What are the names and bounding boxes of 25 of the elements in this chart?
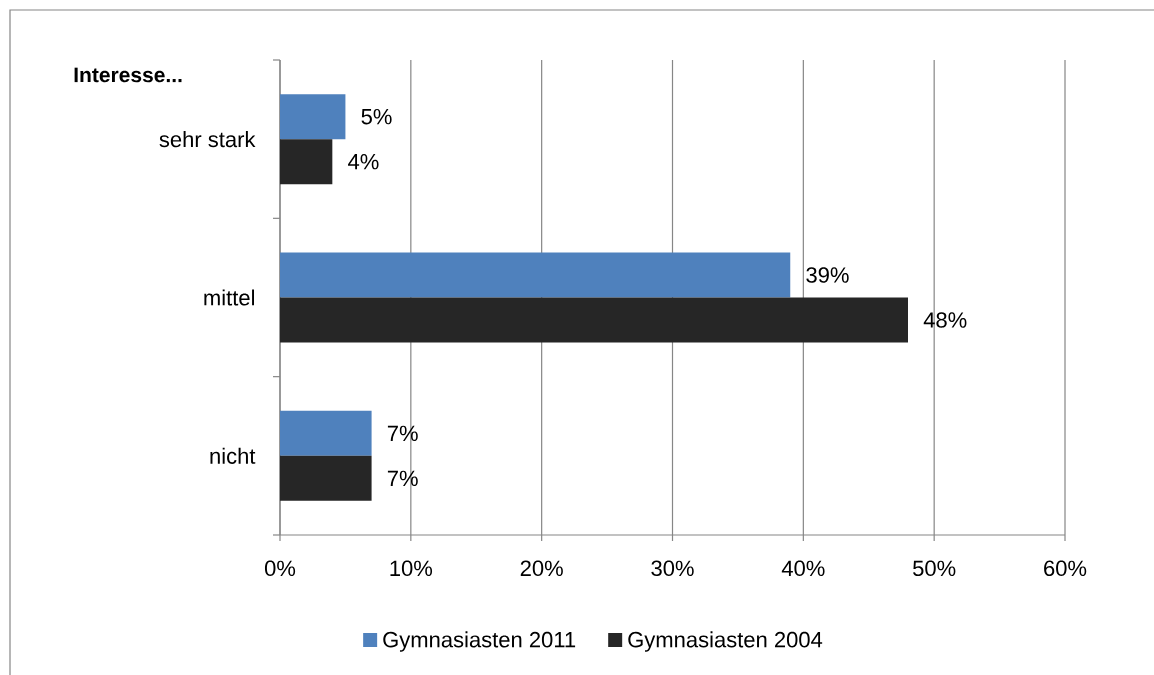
bar [280,139,333,185]
x-tick-label: 40% [781,560,825,577]
data-label: 39% [806,267,849,283]
x-tick-label: 30% [651,560,694,577]
legend-label: Gymnasiasten 2004 [628,631,823,652]
data-label: 5% [361,108,392,125]
y-tick-label: sehr stark [159,131,256,148]
data-label: 7% [387,425,418,442]
data-label: 7% [387,470,418,487]
y-tick-label: nicht [210,447,256,464]
data-label: 48% [923,312,967,328]
bar [280,410,372,456]
legend-label: Gymnasiasten 2011 [383,631,576,652]
bar [280,94,346,140]
y-tick-label: mittel [204,289,254,306]
x-tick-label: 60% [1044,560,1087,577]
bar [280,455,372,501]
data-label: 4% [348,153,379,170]
x-tick-label: 20% [520,560,563,577]
x-tick-label: 10% [390,560,433,577]
text: Interesse... [74,67,182,83]
bar [280,252,791,298]
x-tick-label: 0% [264,560,296,577]
bar [280,297,908,343]
x-tick-label: 50% [913,560,956,577]
